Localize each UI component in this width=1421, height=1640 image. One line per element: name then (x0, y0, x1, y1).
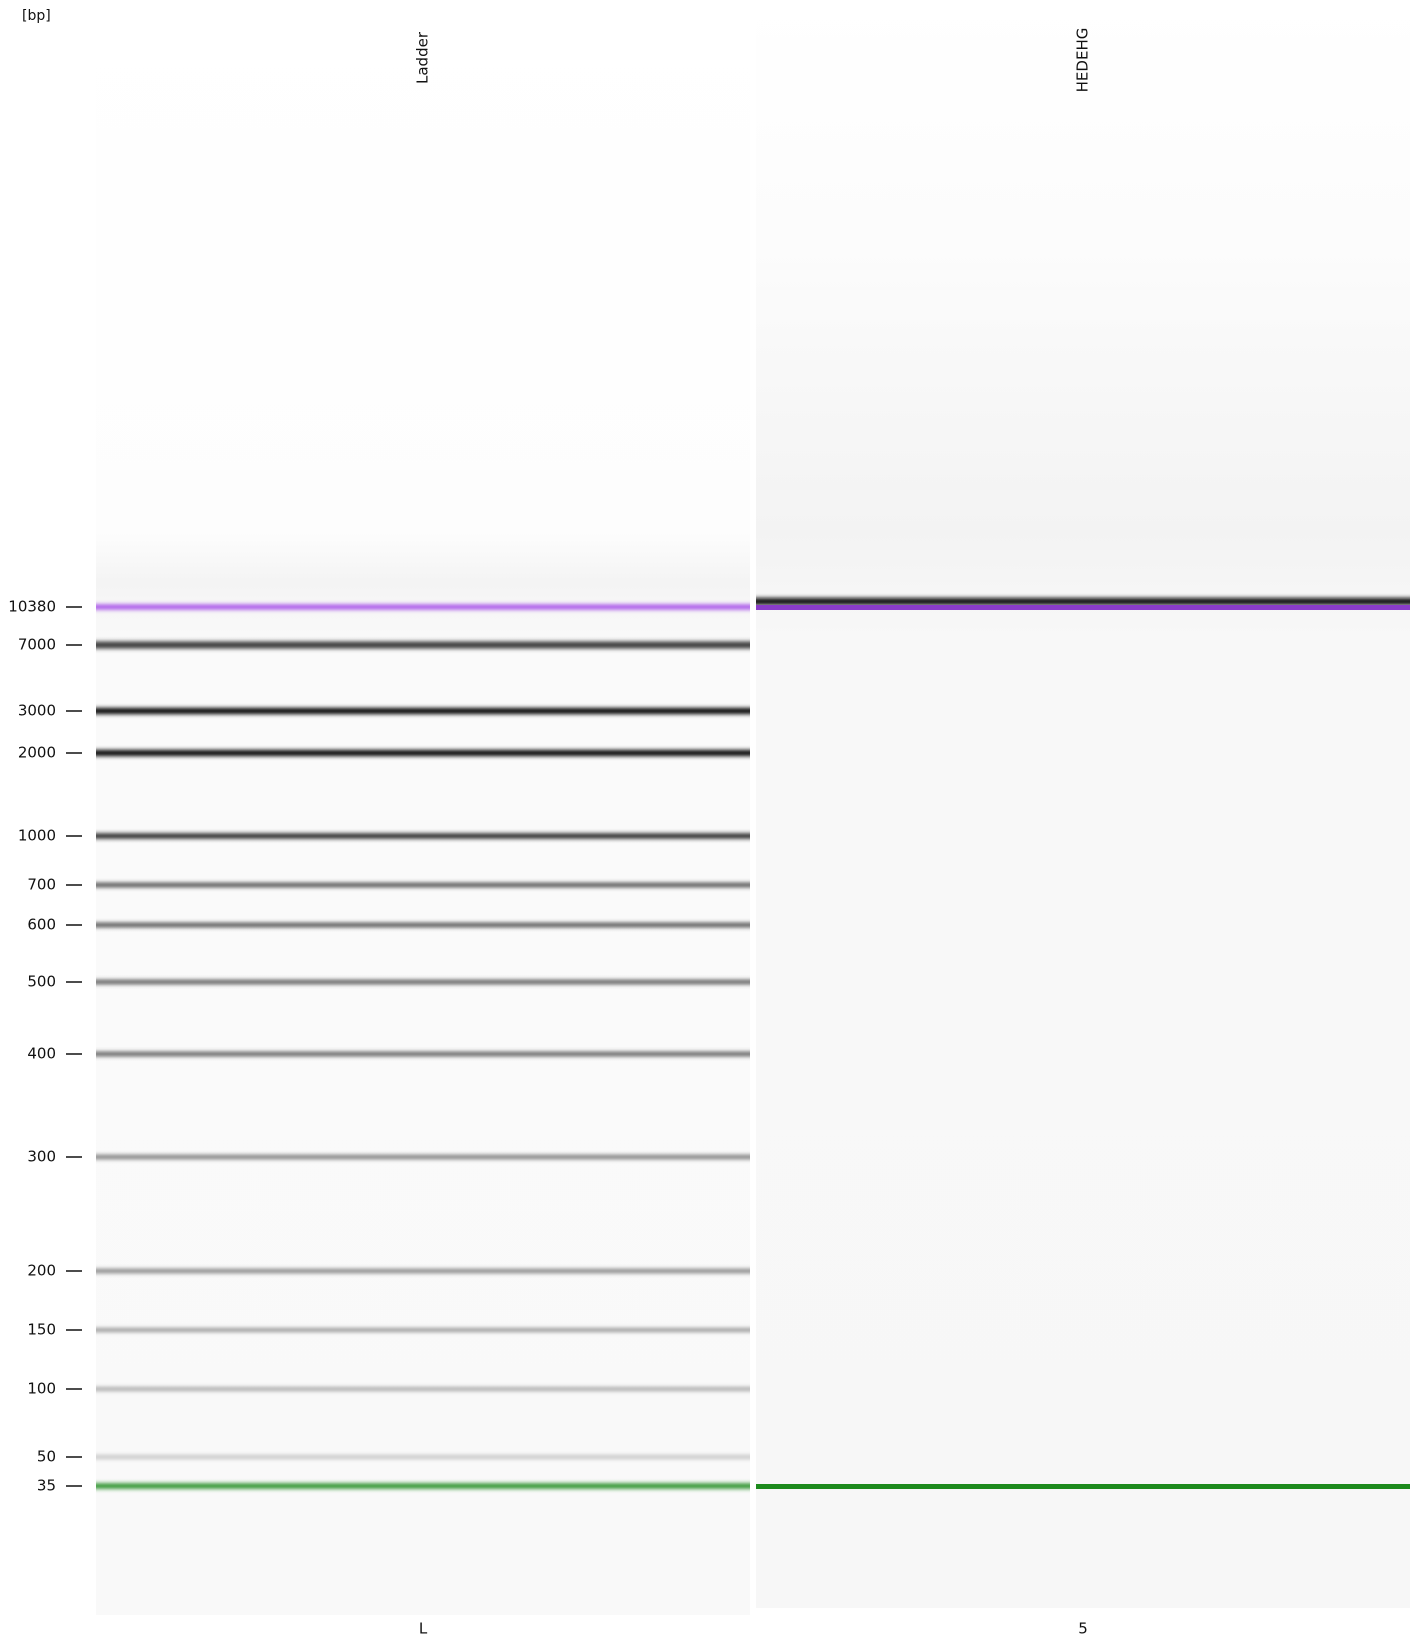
lane-background (756, 0, 1410, 1608)
size-label: 150 (27, 1321, 56, 1339)
size-label: 200 (27, 1262, 56, 1280)
lane-name: HEDEHG (1074, 28, 1092, 93)
ladder-band (96, 980, 750, 984)
ladder-band (96, 1455, 750, 1459)
upper-marker (756, 605, 1410, 610)
ladder-band (96, 1155, 750, 1159)
size-label: 600 (27, 916, 56, 934)
ladder-band (96, 923, 750, 927)
ladder-band (96, 1483, 750, 1489)
ladder-band (96, 833, 750, 839)
ladder-band (96, 708, 750, 714)
ladder-band (96, 1269, 750, 1273)
size-label: 300 (27, 1148, 56, 1166)
lower-marker (756, 1484, 1410, 1489)
size-label: 400 (27, 1045, 56, 1063)
ladder-band (96, 750, 750, 756)
lane-background (96, 0, 750, 1615)
ladder-band (96, 604, 750, 610)
ladder-band (96, 1052, 750, 1056)
size-label: 700 (27, 876, 56, 894)
sample-band (756, 598, 1410, 605)
ladder-band (96, 883, 750, 887)
size-label: 3000 (18, 702, 56, 720)
size-label: 1000 (18, 827, 56, 845)
ladder-band (96, 1328, 750, 1332)
lane-name: Ladder (414, 31, 432, 84)
size-label: 100 (27, 1380, 56, 1398)
size-label: 50 (37, 1448, 56, 1466)
ladder-band (96, 1387, 750, 1391)
well-label: 5 (1078, 1620, 1088, 1638)
well-label: L (419, 1620, 428, 1638)
size-label: 35 (37, 1477, 56, 1495)
ladder-band (96, 641, 750, 649)
axis-label: [bp] (22, 8, 51, 24)
size-label: 10380 (8, 598, 56, 616)
size-label: 500 (27, 973, 56, 991)
size-label: 7000 (18, 636, 56, 654)
size-label: 2000 (18, 744, 56, 762)
